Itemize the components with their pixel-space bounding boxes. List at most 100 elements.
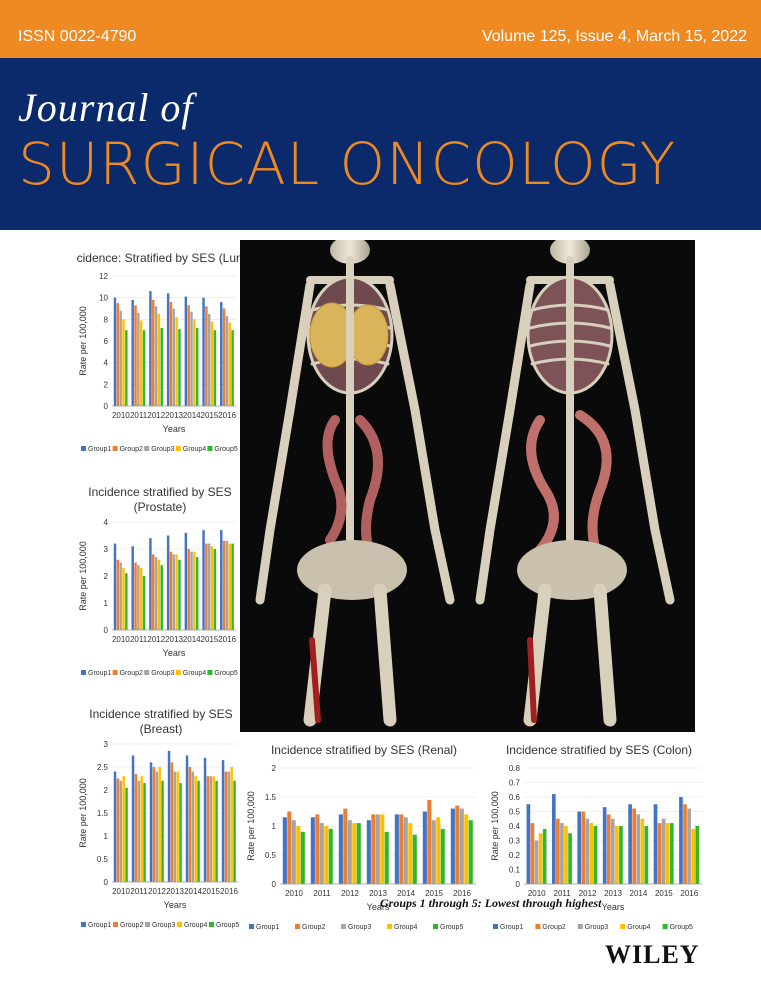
bar-group5-2010	[125, 787, 128, 882]
journal-title-line2: SURGICAL ONCOLOGY	[18, 130, 677, 198]
bar-group4-2016	[230, 767, 233, 882]
legend-swatch	[112, 446, 118, 451]
bar-group3-2010	[534, 840, 539, 884]
bar-group1-2013	[167, 750, 171, 882]
bar-group3-2013	[172, 308, 176, 406]
legend-entry: Group4	[184, 922, 207, 929]
y-tick-label: 0.5	[97, 855, 109, 864]
bar-group1-2013	[166, 535, 170, 630]
bar-group4-2015	[212, 776, 215, 882]
x-tick-label: 2013	[369, 889, 387, 898]
x-tick-label: 2012	[147, 411, 165, 420]
bar-group2-2011	[134, 562, 137, 630]
bar-group4-2014	[408, 823, 413, 884]
legend-entry: Group3	[348, 924, 371, 931]
legend-entry: Group1	[88, 446, 111, 453]
legend-swatch	[145, 922, 150, 927]
x-tick-label: 2011	[130, 411, 148, 420]
x-tick-label: 2013	[165, 411, 183, 420]
bar-group2-2014	[632, 808, 636, 884]
bar-group4-2012	[157, 559, 161, 630]
skeleton-anatomy-image	[240, 240, 695, 732]
y-axis-label: Rate per 100,000	[78, 541, 88, 611]
x-tick-label: 2016	[680, 889, 698, 898]
chart-title: Incidence: Stratified by SES (Lung)	[76, 251, 244, 265]
bar-group1-2011	[131, 299, 134, 406]
bar-group2-2012	[152, 299, 155, 406]
bar-group3-2015	[209, 776, 213, 882]
bar-group4-2012	[352, 823, 357, 884]
legend-entry: Group5	[670, 924, 693, 931]
group-caption: Groups 1 through 5: Lowest through highe…	[380, 896, 602, 910]
y-tick-label: 0	[516, 880, 521, 889]
bar-group3-2014	[636, 814, 641, 884]
y-tick-label: 10	[99, 294, 108, 303]
legend-swatch	[144, 670, 150, 675]
bar-group5-2016	[231, 543, 234, 630]
bar-group5-2013	[619, 826, 623, 884]
y-tick-label: 3	[104, 740, 109, 749]
bar-group1-2012	[149, 762, 153, 882]
y-tick-label: 0.3	[509, 837, 521, 846]
bar-group3-2015	[208, 313, 211, 406]
chart-title-line2: (Breast)	[140, 722, 183, 736]
bar-group1-2014	[628, 804, 632, 884]
chart-title: Incidence stratified by SES	[89, 707, 232, 721]
bar-group5-2015	[440, 828, 445, 884]
legend-entry: Group2	[302, 924, 325, 931]
bar-group5-2013	[178, 559, 181, 630]
chart-colon-svg: Incidence stratified by SES (Colon) 0 0.1 0…	[490, 743, 702, 931]
bar-group2-2014	[187, 549, 190, 630]
bar-group1-2010	[282, 817, 287, 884]
y-tick-label: 0	[104, 878, 109, 887]
bar-group5-2015	[669, 823, 674, 884]
legend-entry: Group4	[394, 924, 417, 931]
chart-colon: Incidence stratified by SES (Colon) 0 0.1 0…	[488, 742, 710, 938]
legend-entry: Group5	[214, 670, 237, 677]
bar-group1-2011	[310, 817, 315, 884]
legend-entry: Group2	[120, 670, 143, 677]
y-tick-label: 4	[104, 518, 109, 527]
legend-swatch	[249, 924, 254, 929]
bar-group5-2010	[300, 831, 305, 884]
y-tick-label: 1	[104, 599, 109, 608]
bar-group4-2014	[194, 776, 197, 882]
bar-group2-2011	[134, 773, 138, 882]
bar-group5-2013	[178, 329, 181, 406]
bar-group1-2010	[113, 771, 117, 882]
bar-group3-2010	[119, 310, 122, 406]
chart-title: Incidence stratified by SES	[88, 485, 231, 499]
y-tick-label: 8	[104, 315, 109, 324]
y-tick-label: 0.4	[509, 822, 521, 831]
bar-group4-2012	[589, 823, 594, 884]
bar-group1-2016	[220, 530, 223, 630]
bar-group3-2010	[291, 820, 296, 884]
bar-group4-2011	[139, 320, 143, 406]
chart-lung-svg: Incidence: Stratified by SES (Lung) 0 2 4 6 8…	[76, 251, 244, 453]
bar-group1-2011	[551, 794, 556, 884]
bar-group4-2011	[140, 776, 143, 882]
bar-group4-2015	[436, 817, 441, 884]
bar-group5-2012	[160, 565, 163, 630]
bar-group5-2014	[197, 780, 200, 882]
bar-group2-2010	[116, 303, 120, 406]
bar-group2-2012	[152, 554, 155, 630]
bar-group3-2011	[137, 312, 140, 406]
bar-group4-2016	[464, 814, 469, 884]
bar-group2-2010	[287, 811, 292, 884]
bar-group2-2012	[152, 767, 156, 882]
bar-group5-2016	[233, 780, 236, 882]
y-tick-label: 1	[272, 822, 277, 831]
x-tick-label: 2015	[202, 887, 220, 896]
bar-group5-2010	[125, 573, 128, 630]
chart-title-line2: (Prostate)	[134, 500, 187, 514]
bar-group1-2013	[366, 820, 371, 884]
legend-entry: Group1	[88, 922, 111, 929]
legend-entry: Group4	[627, 924, 650, 931]
legend-swatch	[433, 924, 438, 929]
bar-group4-2013	[175, 554, 178, 630]
bar-group2-2011	[556, 818, 560, 884]
bar-group2-2015	[206, 776, 210, 882]
bar-group4-2015	[210, 546, 214, 630]
bar-group4-2011	[139, 567, 143, 630]
